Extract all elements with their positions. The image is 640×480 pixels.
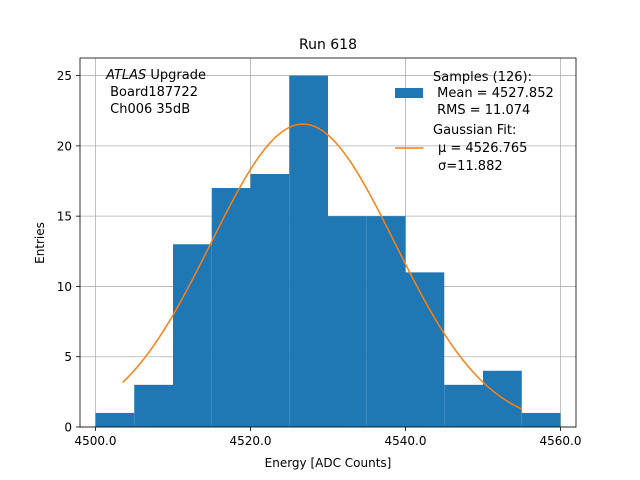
x-axis-ticks: 4500.0 4520.0 4540.0 4560.0 xyxy=(75,427,582,448)
plot-frame xyxy=(79,57,577,428)
legend-samples-mean: Mean = 4527.852 xyxy=(433,86,554,101)
legend-samples-rms: RMS = 11.074 xyxy=(433,103,530,118)
legend-fit-mu: μ = 4526.765 xyxy=(438,141,527,156)
x-tick-label: 4560.0 xyxy=(540,434,582,448)
legend-samples-title: Samples (126): xyxy=(433,70,532,85)
legend-fit-title: Gaussian Fit: xyxy=(433,123,516,138)
x-tick-label: 4540.0 xyxy=(385,434,427,448)
y-axis-ticks: 0 5 10 15 20 25 xyxy=(57,69,80,435)
y-tick-label: 0 xyxy=(64,421,72,435)
histogram-bar xyxy=(211,188,251,427)
gaussian-fit-curve xyxy=(122,123,523,410)
y-tick-label: 10 xyxy=(57,280,72,294)
y-tick-label: 25 xyxy=(57,69,72,83)
histogram-bar xyxy=(173,244,212,427)
annotation-line-1: ATLAS Upgrade xyxy=(105,68,206,83)
histogram-bar xyxy=(444,384,483,427)
histogram-bar xyxy=(366,216,406,427)
histogram-bars xyxy=(95,75,561,428)
annotation-channel: Ch006 35dB xyxy=(106,102,190,117)
histogram-bar xyxy=(405,272,445,427)
annotation-upgrade: Upgrade xyxy=(146,68,206,83)
histogram-bar xyxy=(95,412,135,427)
histogram-bar xyxy=(134,384,173,427)
legend-samples-patch xyxy=(395,88,423,98)
legend-fit-sigma: σ=11.882 xyxy=(438,159,503,174)
x-tick-label: 4520.0 xyxy=(230,434,272,448)
histogram-bar xyxy=(328,216,367,427)
chart-title: Run 618 xyxy=(299,37,357,53)
y-tick-label: 15 xyxy=(57,210,72,224)
histogram-bar xyxy=(250,173,290,427)
x-tick-label: 4500.0 xyxy=(75,434,117,448)
y-tick-label: 20 xyxy=(57,139,72,153)
legend: Samples (126): Mean = 4527.852 RMS = 11.… xyxy=(395,70,554,174)
x-axis-label: Energy [ADC Counts] xyxy=(265,456,392,470)
annotation-box: ATLAS Upgrade Board187722 Ch006 35dB xyxy=(105,68,206,117)
histogram-bar xyxy=(483,370,522,427)
histogram-bar xyxy=(289,75,328,428)
histogram-bar xyxy=(521,412,561,427)
annotation-board: Board187722 xyxy=(106,85,198,100)
y-tick-label: 5 xyxy=(64,350,72,364)
atlas-italic: ATLAS xyxy=(105,68,146,83)
y-axis-label: Entries xyxy=(33,222,47,264)
